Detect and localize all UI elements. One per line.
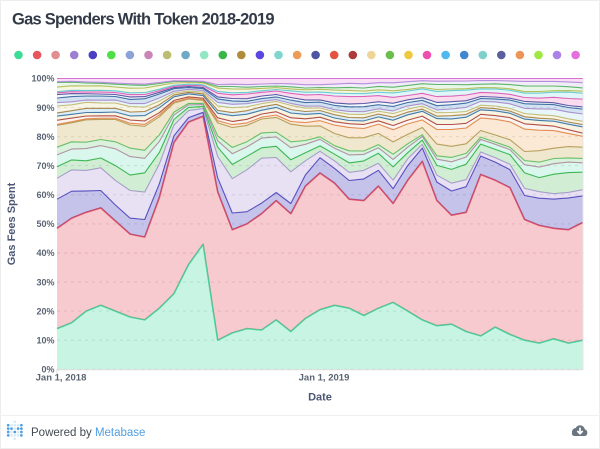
svg-text:90%: 90% — [36, 103, 54, 113]
svg-text:50%: 50% — [36, 219, 54, 229]
svg-text:60%: 60% — [36, 190, 54, 200]
svg-text:10%: 10% — [36, 335, 54, 345]
svg-text:Date: Date — [308, 392, 332, 404]
svg-text:70%: 70% — [36, 161, 54, 171]
svg-text:100%: 100% — [31, 74, 54, 84]
svg-text:Powered by Metabase: Powered by Metabase — [31, 427, 145, 439]
svg-text:30%: 30% — [36, 277, 54, 287]
svg-text:80%: 80% — [36, 132, 54, 142]
svg-text:Jan 1, 2018: Jan 1, 2018 — [36, 373, 87, 384]
svg-text:Gas Spenders With Token 2018-2: Gas Spenders With Token 2018-2019 — [12, 11, 274, 29]
svg-text:Gas Fees Spent: Gas Fees Spent — [6, 182, 18, 265]
svg-text:20%: 20% — [36, 306, 54, 316]
svg-text:40%: 40% — [36, 248, 54, 258]
svg-text:0%: 0% — [41, 365, 54, 375]
svg-text:Jan 1, 2019: Jan 1, 2019 — [299, 373, 350, 384]
